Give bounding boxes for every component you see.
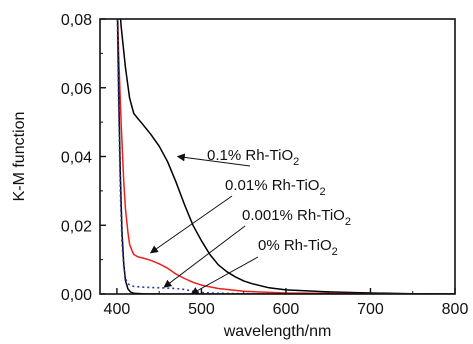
- x-tick-label: 600: [273, 301, 300, 318]
- annotation-label: 0.01% Rh-TiO2: [225, 177, 326, 198]
- x-tick-label: 700: [357, 301, 384, 318]
- annotation-label: 0.001% Rh-TiO2: [242, 207, 351, 228]
- y-tick-label: 0,02: [61, 218, 92, 235]
- series-line-3: [116, 19, 455, 294]
- y-tick-label: 0,08: [61, 12, 92, 29]
- annotation-label: 0% Rh-TiO2: [258, 237, 338, 258]
- series-line-1: [119, 19, 455, 294]
- x-tick-label: 800: [442, 301, 469, 318]
- series-line-2: [116, 19, 455, 294]
- x-tick-label: 500: [188, 301, 215, 318]
- annotation-arrow: [176, 153, 251, 167]
- x-axis-title: wavelength/nm: [223, 323, 332, 340]
- y-axis: 0,00 0,02 0,04 0,06 0,08: [61, 12, 106, 304]
- x-axis: 400 500 600 700 800: [104, 288, 469, 318]
- annotation-label: 0.1% Rh-TiO2: [207, 147, 299, 168]
- y-tick-label: 0,04: [61, 150, 92, 167]
- annotation-arrow: [163, 225, 246, 288]
- y-axis-title: K-M function: [11, 112, 28, 202]
- annotations: 0.1% Rh-TiO2 0.01% Rh-TiO2 0.001% Rh-TiO2 0…: [149, 147, 351, 295]
- y-tick-label: 0,06: [61, 81, 92, 98]
- y-tick-label: 0,00: [61, 287, 92, 304]
- annotation-arrow: [190, 256, 259, 295]
- x-tick-label: 400: [104, 301, 131, 318]
- annotation-arrow: [149, 195, 233, 254]
